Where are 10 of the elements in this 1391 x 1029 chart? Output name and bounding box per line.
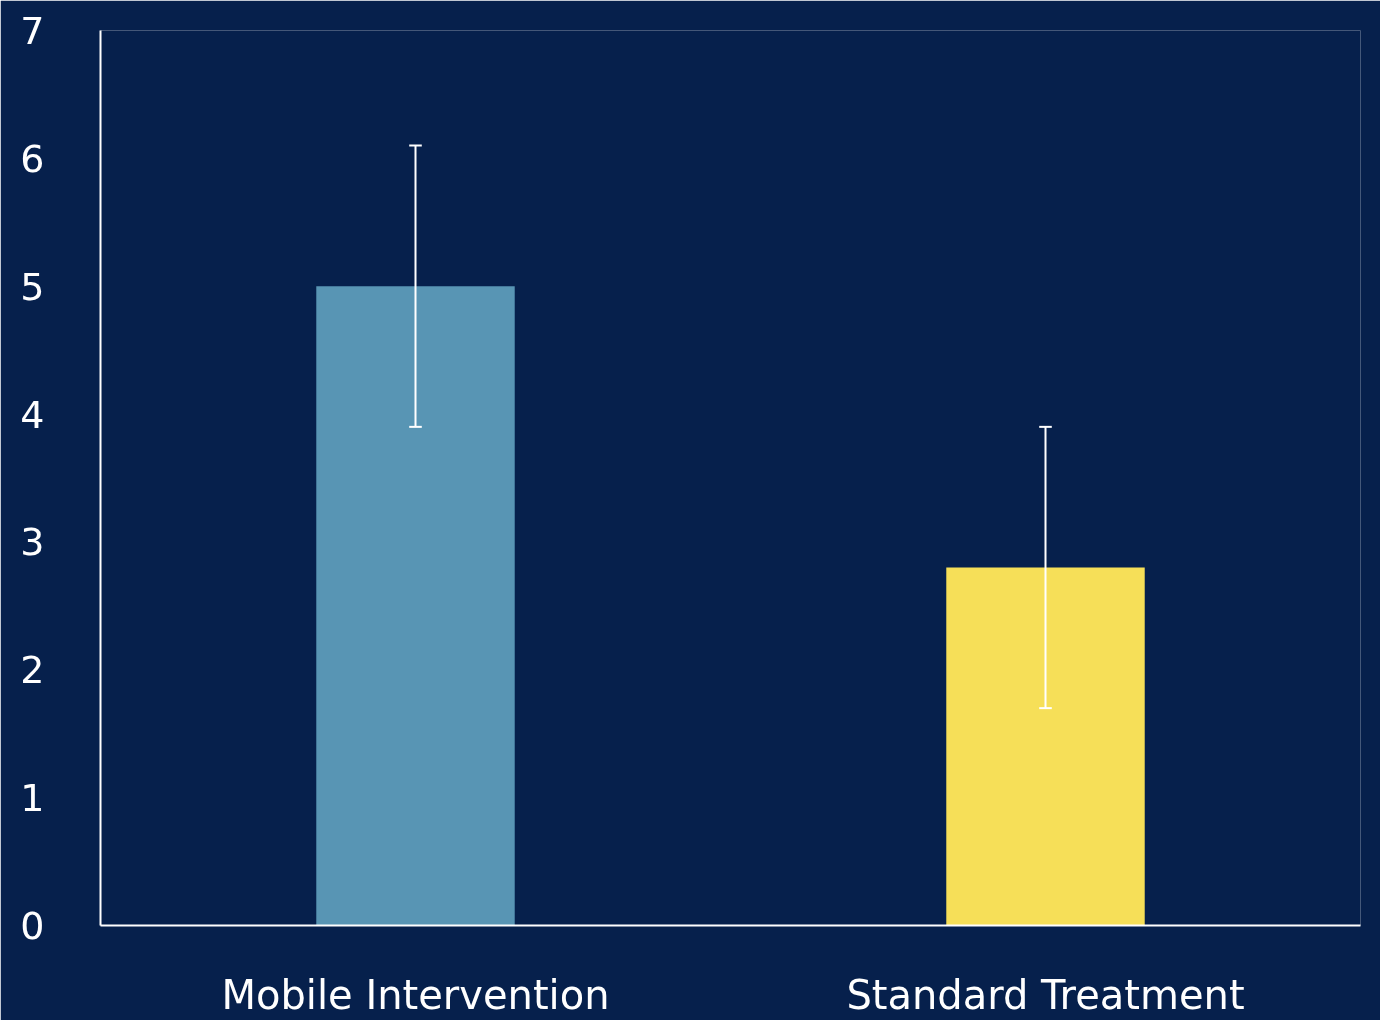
y-tick-label: 1: [20, 776, 45, 821]
y-tick-label: 7: [20, 9, 45, 53]
y-tick-label: 4: [20, 392, 45, 437]
x-tick-label: Standard Treatment: [846, 971, 1245, 1018]
y-tick-label: 6: [20, 136, 45, 181]
y-tick-label: 0: [20, 904, 45, 948]
y-tick-label: 2: [20, 648, 45, 693]
x-tick-label: Mobile Intervention: [221, 971, 610, 1018]
y-tick-label: 5: [20, 264, 45, 309]
y-tick-label: 3: [20, 520, 45, 565]
